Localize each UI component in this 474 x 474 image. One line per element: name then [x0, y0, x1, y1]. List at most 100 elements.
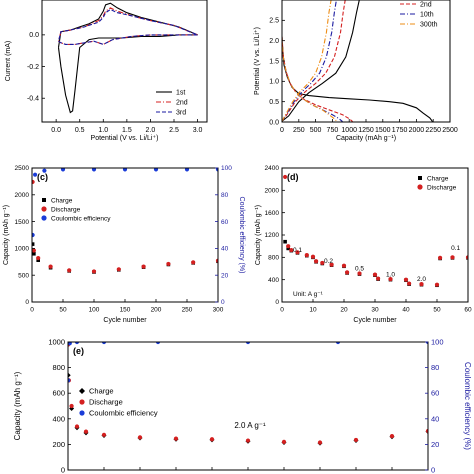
series-c-0-point: [32, 251, 36, 256]
series-e-1-point: [353, 437, 359, 443]
series-c-1-point: [67, 268, 72, 273]
legend-label-b-2: 10th: [420, 12, 434, 19]
series-e-2-point: [74, 342, 80, 345]
series-c-1-point: [48, 264, 53, 269]
y-axis-label-a: Current (mA): [5, 41, 12, 81]
y-tick-label-b: 2.0: [269, 38, 279, 45]
series-b-3-charge-line: [282, 0, 332, 122]
series-d-1-point: [388, 277, 393, 282]
series-c-2-point: [184, 168, 190, 172]
series-c-2-point: [42, 168, 47, 173]
legend-marker-e-1: [79, 399, 85, 405]
y-tick-label-d: 2400: [265, 165, 280, 172]
y2-tick-label-e: 60: [431, 389, 439, 398]
y-tick-label-e: 1000: [48, 338, 65, 347]
y-tick-label-d: 0: [275, 299, 279, 306]
x-tick-label-c: 50: [59, 307, 67, 314]
legend-label-c-0: Charge: [51, 198, 73, 205]
legend-label-e-0: Charge: [89, 387, 114, 396]
panel-d: 0 10 20 30 40 50 60 0 400 800 1200 1600 2000 2400 Cycl…: [255, 165, 472, 324]
series-d-1-point: [434, 282, 440, 287]
series-c-1-point: [166, 261, 171, 267]
series-e-1-point: [425, 428, 428, 434]
x-tick-label-d: 20: [340, 307, 348, 314]
y2-tick-label-e: 0: [431, 466, 435, 474]
legend-marker-d-0: [418, 176, 422, 180]
series-d-1-point: [465, 255, 468, 260]
series-d-1-point: [286, 244, 291, 249]
legend-label-c-2: Coulombic efficiency: [51, 216, 111, 223]
series-d-1-point: [345, 270, 350, 275]
series-b-1-discharge-line: [282, 36, 353, 122]
y-tick-label-e: 200: [52, 440, 65, 449]
y-tick-label-e: 800: [52, 363, 65, 372]
series-c-1-point: [191, 260, 196, 265]
y-axis-label-d: Capacity (mAh g⁻¹): [255, 205, 262, 265]
x-tick-label-b: 1500: [375, 127, 391, 134]
y-axis-label-e: Capacity (mAh g⁻¹): [13, 371, 22, 440]
legend-marker-c-0: [42, 198, 46, 202]
series-d-1-point: [329, 262, 334, 267]
rate-label-d: 0.2: [324, 258, 333, 265]
series-c-1-point: [32, 248, 36, 253]
series-c-2-point: [32, 232, 35, 238]
panel-c: 0 50 100 150 200 250 3000500100015002000250002…: [3, 165, 245, 324]
y-tick-label-b: 2.5: [269, 18, 279, 25]
x-axis-label-a: Potential (V vs. Li/Li⁺): [91, 135, 159, 142]
series-e-1-point: [173, 436, 179, 441]
legend-label-d-1: Discharge: [427, 185, 457, 192]
series-d-0-point: [286, 246, 290, 251]
series-d-1-point: [419, 282, 424, 287]
series-a-2-line: [57, 8, 198, 45]
panel-e: 0200400600800100012001400160018002000020…: [13, 338, 472, 474]
series-c-1-point: [116, 267, 121, 272]
series-e-2-point: [245, 342, 251, 345]
legend-marker-e-0: [79, 388, 85, 394]
x-tick-label-b: 2500: [442, 127, 458, 134]
series-e-1-point: [317, 440, 323, 445]
y-tick-label-e: 400: [52, 414, 65, 423]
series-d-1-point: [310, 254, 316, 259]
series-d-1-point: [372, 272, 378, 277]
x-tick-label-d: 10: [309, 307, 317, 314]
legend-label-e-2: Coulombic efficiency: [89, 409, 158, 418]
x-tick-label-d: 30: [371, 307, 379, 314]
series-b-2-charge-line: [282, 0, 337, 122]
series-e-2-point: [101, 342, 107, 345]
y-tick-label-a: -0.4: [27, 96, 39, 103]
y2-tick-label-e: 80: [431, 363, 439, 372]
rate-label-d: 0.1: [293, 247, 302, 254]
y2-tick-label-c: 40: [221, 246, 229, 253]
series-d-1-point: [450, 255, 455, 260]
plot-area-d: [283, 174, 468, 288]
series-e-1-point: [83, 429, 89, 434]
x-tick-label-b: 250: [293, 127, 305, 134]
x-tick-label-a: 0.5: [75, 127, 85, 134]
y-tick-label-e: 600: [52, 389, 65, 398]
x-tick-label-c: 200: [151, 307, 162, 314]
x-tick-label-d: 50: [433, 307, 441, 314]
y-tick-label-d: 1200: [265, 232, 280, 239]
y-tick-label-d: 1600: [265, 210, 280, 217]
series-d-1-point: [376, 276, 381, 281]
series-e-1-point: [209, 437, 215, 442]
y-tick-label-c: 1000: [15, 246, 30, 253]
legend-marker-e-2: [79, 410, 85, 416]
series-d-0-point: [283, 239, 287, 244]
x-tick-label-b: 1250: [358, 127, 374, 134]
legend-label-b-3: 300th: [420, 22, 438, 29]
series-c-2-point: [153, 168, 159, 172]
x-axis-label-b: Capacity (mAh g⁻¹): [336, 135, 396, 142]
y2-tick-label-e: 100: [431, 338, 444, 347]
series-c-0-point: [32, 242, 35, 246]
y2-tick-label-c: 20: [221, 272, 229, 279]
y-tick-label-c: 2000: [15, 192, 30, 199]
x-tick-label-d: 60: [464, 307, 472, 314]
x-tick-label-d: 40: [402, 307, 410, 314]
series-e-2-point: [335, 342, 341, 345]
series-e-1-point: [101, 432, 107, 437]
series-d-1-point: [407, 281, 412, 286]
series-c-1-point: [141, 264, 146, 269]
series-c-2-point: [33, 172, 38, 177]
